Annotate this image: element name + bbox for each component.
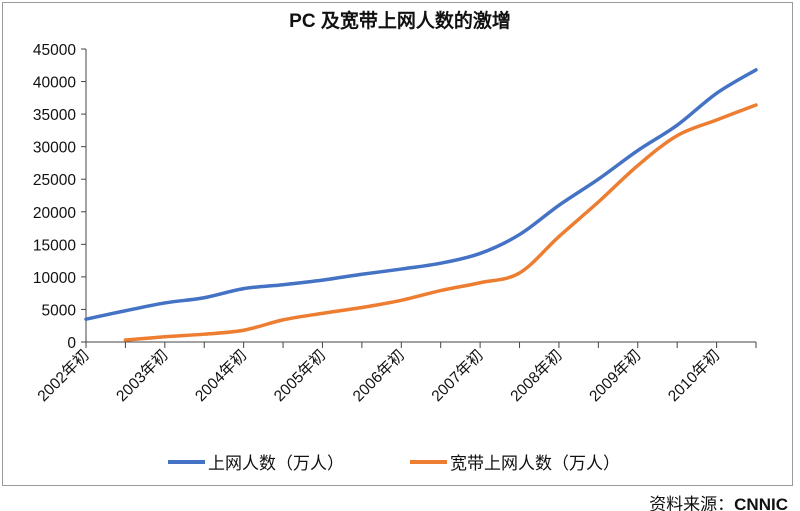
x-tick-label: 2008年初 [507,346,566,405]
y-tick-label: 45000 [33,42,76,59]
chart-title: PC 及宽带上网人数的激增 [289,11,511,32]
x-tick-label: 2010年初 [664,346,723,405]
chart-frame [2,2,793,486]
x-tick-label: 2006年初 [349,346,408,405]
x-tick-label: 2002年初 [34,346,93,405]
y-tick-label: 0 [67,335,76,352]
y-tick-label: 5000 [42,302,77,319]
series-line-1 [84,68,758,321]
y-tick-label: 25000 [33,172,76,189]
y-tick-label: 40000 [33,75,76,92]
x-tick-label: 2003年初 [113,346,172,405]
series-line-2 [123,103,758,342]
source-label: 资料来源： [649,495,735,511]
legend-label-2: 宽带上网人数（万人） [450,454,620,473]
x-tick-label: 2005年初 [270,346,329,405]
y-tick-label: 30000 [33,140,76,157]
y-tick-label: 10000 [33,270,76,287]
y-tick-label: 15000 [33,237,76,254]
y-tick-label: 20000 [33,205,76,222]
source-value: CNNIC [734,495,788,511]
x-tick-label: 2009年初 [586,346,645,405]
y-tick-label: 35000 [33,107,76,124]
legend-label-1: 上网人数（万人） [208,454,344,473]
x-tick-label: 2007年初 [428,346,487,405]
source-note: 资料来源：CNNIC [649,490,788,511]
x-tick-label: 2004年初 [191,346,250,405]
